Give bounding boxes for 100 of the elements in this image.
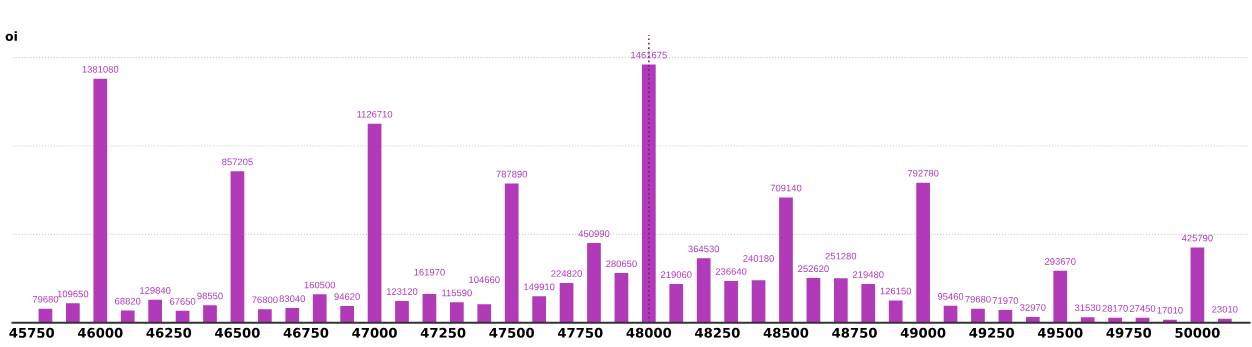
x-tick-label: 47750 [557, 327, 603, 338]
data-label: 224820 [551, 270, 582, 277]
bar [504, 183, 519, 323]
x-tick-label: 48500 [763, 327, 809, 338]
data-label: 160500 [304, 281, 336, 289]
data-label: 364530 [688, 245, 720, 253]
data-label: 115590 [442, 289, 472, 297]
x-tick-label: 47250 [420, 327, 466, 338]
x-tick-label: 46250 [146, 327, 192, 338]
data-label: 17010 [1157, 306, 1183, 314]
bar [669, 284, 684, 323]
data-label: 31530 [1074, 304, 1101, 312]
y-axis-title: oi [5, 31, 17, 41]
bar [422, 294, 437, 323]
data-label: 126150 [880, 287, 912, 295]
data-label: 83040 [279, 295, 306, 302]
bar [806, 278, 821, 323]
data-label: 219060 [660, 271, 692, 278]
bar [696, 258, 711, 323]
data-label: 23010 [1212, 305, 1238, 313]
bar [66, 303, 80, 323]
x-tick-label: 47000 [352, 327, 397, 338]
x-tick-label: 47500 [489, 327, 535, 338]
data-label: 280650 [606, 260, 637, 268]
data-label: 76800 [252, 296, 278, 304]
data-label: 709140 [770, 184, 802, 192]
bar [120, 310, 135, 323]
data-label: 251280 [825, 252, 857, 260]
x-tick-label: 48000 [626, 327, 672, 338]
bar [395, 300, 409, 323]
data-label: 95460 [937, 293, 964, 300]
bar [833, 278, 848, 323]
data-label: 252620 [798, 265, 829, 273]
bar [943, 305, 958, 323]
x-tick-label: 48750 [832, 327, 877, 338]
bar [998, 309, 1013, 323]
bar [532, 296, 546, 323]
data-label: 792780 [907, 169, 939, 177]
data-label: 219480 [852, 271, 884, 278]
bar [449, 302, 464, 323]
data-label: 161970 [414, 268, 445, 276]
x-tick-label: 46000 [77, 327, 123, 338]
bar [1080, 317, 1095, 323]
data-label: 450990 [578, 230, 610, 237]
bar [148, 299, 162, 323]
data-label: 68820 [115, 297, 141, 305]
x-tick-label: 45750 [9, 327, 55, 338]
bar [93, 78, 108, 323]
data-label: 857205 [222, 158, 253, 166]
data-label: 787890 [496, 170, 528, 178]
bar [340, 305, 354, 323]
data-label: 149910 [524, 283, 555, 291]
x-tick-label: 49500 [1037, 327, 1083, 338]
bar [641, 64, 656, 323]
bar [203, 305, 217, 323]
data-label: 109650 [57, 290, 89, 298]
data-label: 104660 [469, 276, 500, 283]
data-label: 28170 [1102, 305, 1128, 312]
data-label: 27450 [1129, 305, 1156, 312]
data-label: 71970 [992, 297, 1019, 304]
bar [559, 282, 574, 323]
data-label: 1461675 [631, 51, 667, 59]
data-label: 79680 [32, 295, 59, 303]
data-label: 293670 [1044, 258, 1076, 265]
data-label: 236640 [715, 268, 747, 275]
data-label: 240180 [743, 255, 774, 262]
bar [230, 171, 245, 323]
x-tick-label: 49750 [1106, 327, 1152, 338]
data-label: 1381080 [82, 65, 119, 73]
x-tick-label: 49000 [900, 327, 946, 338]
bar [477, 304, 492, 323]
data-label: 32970 [1020, 304, 1046, 311]
bar [312, 294, 327, 323]
bar [587, 243, 601, 323]
bar [861, 283, 876, 323]
x-tick-label: 49250 [969, 327, 1014, 338]
bar [916, 182, 930, 323]
data-label: 94620 [334, 293, 360, 300]
bar [779, 197, 793, 323]
bar [367, 123, 382, 323]
data-label: 129840 [140, 287, 171, 294]
bar [1053, 270, 1068, 323]
x-tick-label: 50000 [1175, 327, 1220, 338]
bar [285, 308, 300, 323]
x-tick-label: 46500 [215, 327, 260, 338]
data-label: 98550 [197, 292, 223, 300]
bar [888, 300, 903, 323]
bar [614, 273, 629, 323]
bar [971, 308, 985, 323]
bar [1190, 247, 1205, 323]
data-label: 67650 [169, 298, 196, 305]
x-tick-label: 46750 [283, 327, 329, 338]
data-label: 79680 [965, 295, 991, 303]
bar [751, 280, 766, 323]
bar [258, 309, 272, 323]
data-label: 123120 [386, 288, 418, 295]
bar [724, 280, 738, 323]
x-tick-label: 48250 [695, 327, 740, 338]
data-label: 1126710 [357, 110, 393, 118]
data-label: 425790 [1181, 234, 1213, 242]
